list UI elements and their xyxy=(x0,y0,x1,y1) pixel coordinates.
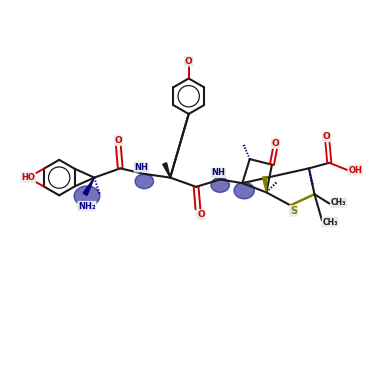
Text: HO: HO xyxy=(21,173,36,182)
Text: NH: NH xyxy=(211,168,225,177)
Text: NH: NH xyxy=(134,163,148,172)
Text: O: O xyxy=(115,136,122,145)
Text: CH₃: CH₃ xyxy=(322,218,338,226)
Text: S: S xyxy=(290,206,297,216)
Ellipse shape xyxy=(135,174,154,189)
Text: CH₃: CH₃ xyxy=(331,198,346,207)
Polygon shape xyxy=(163,163,170,178)
Polygon shape xyxy=(262,176,267,192)
Text: O: O xyxy=(272,139,279,148)
Text: O: O xyxy=(185,57,192,65)
Text: O: O xyxy=(197,210,205,219)
Ellipse shape xyxy=(211,178,229,192)
Ellipse shape xyxy=(74,186,100,206)
Polygon shape xyxy=(83,178,94,195)
Text: O: O xyxy=(323,132,330,141)
Ellipse shape xyxy=(234,182,255,199)
Text: OH: OH xyxy=(348,166,362,175)
Text: NH₂: NH₂ xyxy=(78,202,96,211)
